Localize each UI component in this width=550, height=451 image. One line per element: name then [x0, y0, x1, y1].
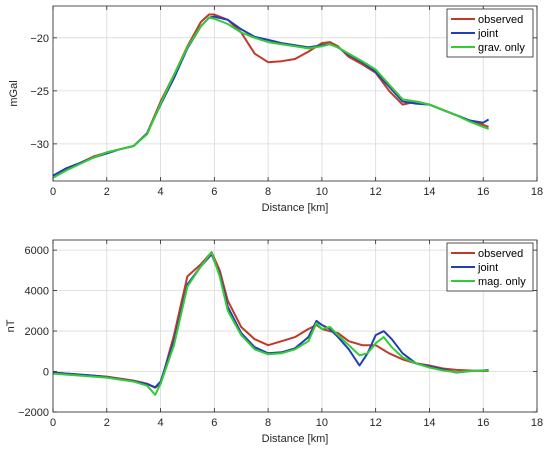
legend: observed joint mag. only — [446, 242, 534, 292]
y-tick-label: 2000 — [25, 326, 49, 338]
legend-label: joint — [477, 28, 498, 40]
x-tick-label: 10 — [316, 186, 328, 198]
x-tick-label: 4 — [157, 186, 163, 198]
legend-label: grav. only — [478, 42, 525, 54]
x-tick-label: 14 — [423, 417, 435, 429]
x-tick-label: 18 — [531, 417, 543, 429]
axes-box — [52, 239, 538, 413]
x-tick-label: 4 — [157, 417, 163, 429]
x-tick-label: 2 — [104, 417, 110, 429]
chart-panel-2: 0 2 4 6 8 10 12 14 16 18−20000200040006000Distanc… — [5, 239, 543, 445]
x-tick-label: 8 — [265, 186, 271, 198]
x-tick-label: 10 — [316, 417, 328, 429]
legend-label: observed — [478, 248, 523, 260]
legend-label: observed — [478, 14, 523, 26]
y-tick-label: −25 — [30, 86, 49, 98]
series-line-grav-only — [52, 16, 489, 179]
series-line-mag-only — [52, 251, 489, 396]
axes-box — [52, 5, 538, 182]
legend: observed joint grav. only — [446, 8, 534, 58]
y-tick-label: 4000 — [25, 286, 49, 298]
y-tick-label: −30 — [30, 139, 49, 151]
x-tick-label: 0 — [50, 417, 56, 429]
x-axis-label: Distance [km] — [262, 202, 329, 214]
x-tick-label: 16 — [477, 417, 489, 429]
legend-label: mag. only — [478, 276, 526, 288]
y-tick-label: 0 — [43, 367, 49, 379]
x-tick-label: 6 — [211, 186, 217, 198]
y-tick-label: −2000 — [18, 407, 49, 419]
x-axis-label: Distance [km] — [262, 433, 329, 445]
x-tick-label: 14 — [423, 186, 435, 198]
x-tick-label: 6 — [211, 417, 217, 429]
x-tick-label: 12 — [370, 417, 382, 429]
x-tick-label: 16 — [477, 186, 489, 198]
x-tick-label: 2 — [104, 186, 110, 198]
y-axis-label: mGal — [8, 80, 20, 106]
x-tick-label: 8 — [265, 417, 271, 429]
y-axis-label: nT — [5, 319, 17, 332]
x-tick-label: 0 — [50, 186, 56, 198]
y-tick-label: −20 — [30, 33, 49, 45]
x-tick-label: 12 — [370, 186, 382, 198]
y-tick-label: 6000 — [25, 245, 49, 257]
x-tick-label: 18 — [531, 186, 543, 198]
chart-panel-1: 0 2 4 6 8 10 12 14 16 18 −30 −25 −20 Distance [km] mGa… — [8, 5, 543, 214]
legend-label: joint — [477, 262, 498, 274]
